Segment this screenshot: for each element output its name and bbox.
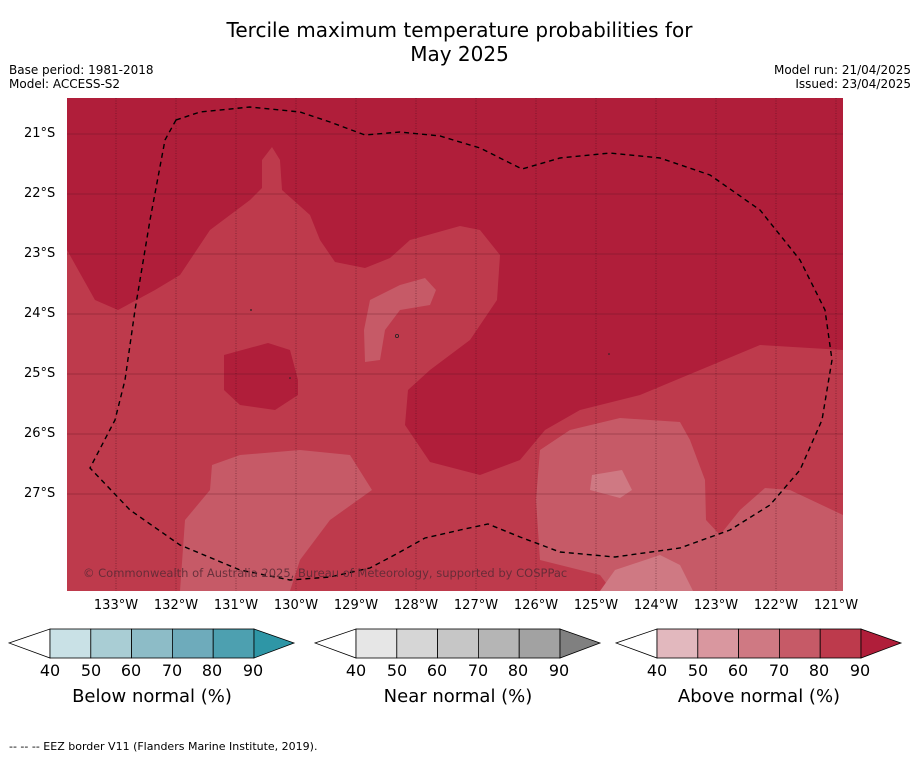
colorbar-label-below: Below normal (%) — [72, 686, 232, 707]
lon-label: 133°W — [93, 598, 139, 613]
contour-70-c — [536, 418, 843, 591]
colorbar-segment — [437, 628, 479, 659]
lon-label: 125°W — [573, 598, 619, 613]
colorbar-tick: 50 — [386, 661, 408, 680]
colorbar-segment — [396, 628, 439, 659]
colorbar-segment — [778, 628, 821, 659]
lon-label: 126°W — [513, 598, 559, 613]
island-marker — [250, 309, 252, 311]
colorbar-segment — [171, 628, 214, 659]
footer-note: -- -- -- EEZ border V11 (Flanders Marine… — [9, 740, 318, 753]
island-marker — [608, 353, 610, 355]
colorbar-tick: 50 — [687, 661, 709, 680]
model-name: Model: ACCESS-S2 — [9, 77, 121, 91]
lon-label: 127°W — [453, 598, 499, 613]
lat-label: 24°S — [24, 306, 56, 321]
left-meta: Base period: 1981-2018 Model: ACCESS-S2 — [9, 63, 154, 91]
colorbar-segment — [212, 628, 255, 659]
colorbar-tick: 50 — [80, 661, 102, 680]
colorbar-segment — [131, 628, 173, 659]
colorbar-tick: 70 — [768, 661, 790, 680]
colorbar-tick: 80 — [808, 661, 830, 680]
colorbar-segment — [49, 628, 92, 659]
lat-label: 27°S — [24, 486, 56, 501]
eez-border — [89, 106, 833, 581]
lat-label: 26°S — [24, 426, 56, 441]
lat-label: 21°S — [24, 126, 56, 141]
island-marker — [394, 333, 399, 338]
issued-date: Issued: 23/04/2025 — [795, 77, 911, 91]
colorbar-tick: 80 — [201, 661, 223, 680]
colorbar-low-arrow — [8, 628, 51, 659]
contour-70-a — [364, 278, 436, 362]
colorbar-tick: 80 — [507, 661, 529, 680]
colorbar-tick: 60 — [426, 661, 448, 680]
lat-label: 22°S — [24, 186, 56, 201]
lon-label: 132°W — [153, 598, 199, 613]
colorbar-tick: 40 — [646, 661, 668, 680]
lon-label: 124°W — [633, 598, 679, 613]
title-line-1: Tercile maximum temperature probabilitie… — [226, 18, 693, 42]
title-line-2: May 2025 — [410, 42, 509, 66]
contour-90-island — [224, 343, 298, 410]
colorbar-segment — [355, 628, 398, 659]
contour-60-b — [600, 555, 693, 591]
model-run: Model run: 21/04/2025 — [773, 63, 911, 77]
colorbar-low-arrow — [314, 628, 357, 659]
colorbar-low-arrow — [615, 628, 658, 659]
contour-70-b — [180, 450, 372, 591]
island-marker — [289, 377, 291, 379]
right-meta: Model run: 21/04/2025 Issued: 23/04/2025 — [774, 63, 911, 91]
colorbar-tick: 40 — [345, 661, 367, 680]
colorbar-label-near: Near normal (%) — [383, 686, 533, 707]
colorbar-tick: 60 — [727, 661, 749, 680]
colorbar-segment — [819, 628, 862, 659]
lon-label: 122°W — [753, 598, 799, 613]
colorbar-tick: 40 — [39, 661, 61, 680]
lat-label: 25°S — [24, 366, 56, 381]
colorbar-segment — [697, 628, 740, 659]
colorbar-near-normal — [314, 628, 602, 659]
colorbar-tick: 90 — [548, 661, 570, 680]
colorbar-tick: 70 — [467, 661, 489, 680]
colorbar-segment — [518, 628, 561, 659]
lon-label: 131°W — [213, 598, 259, 613]
copyright-notice: © Commonwealth of Australia 2025, Bureau… — [83, 566, 568, 580]
colorbar-tick: 90 — [849, 661, 871, 680]
colorbar-segment — [477, 628, 520, 659]
map-grid-meridians — [115, 98, 837, 591]
colorbar-high-arrow — [860, 628, 903, 659]
colorbar-segment — [656, 628, 699, 659]
contour-60-a — [590, 470, 632, 498]
lon-label: 123°W — [693, 598, 739, 613]
colorbar-segment — [738, 628, 780, 659]
colorbar-above-normal — [615, 628, 903, 659]
colorbar-segment — [90, 628, 133, 659]
colorbar-label-above: Above normal (%) — [677, 686, 841, 707]
map-grid — [67, 133, 843, 495]
colorbar-high-arrow — [559, 628, 602, 659]
colorbar-high-arrow — [253, 628, 296, 659]
lat-label: 23°S — [24, 246, 56, 261]
colorbar-tick: 60 — [120, 661, 142, 680]
colorbar-tick: 70 — [161, 661, 183, 680]
lon-label: 130°W — [273, 598, 319, 613]
chart-title: Tercile maximum temperature probabilitie… — [0, 18, 919, 66]
base-period: Base period: 1981-2018 — [9, 63, 154, 77]
lon-label: 129°W — [333, 598, 379, 613]
colorbar-below-normal — [8, 628, 296, 659]
lon-label: 128°W — [393, 598, 439, 613]
lon-label: 121°W — [813, 598, 859, 613]
colorbar-tick: 90 — [242, 661, 264, 680]
